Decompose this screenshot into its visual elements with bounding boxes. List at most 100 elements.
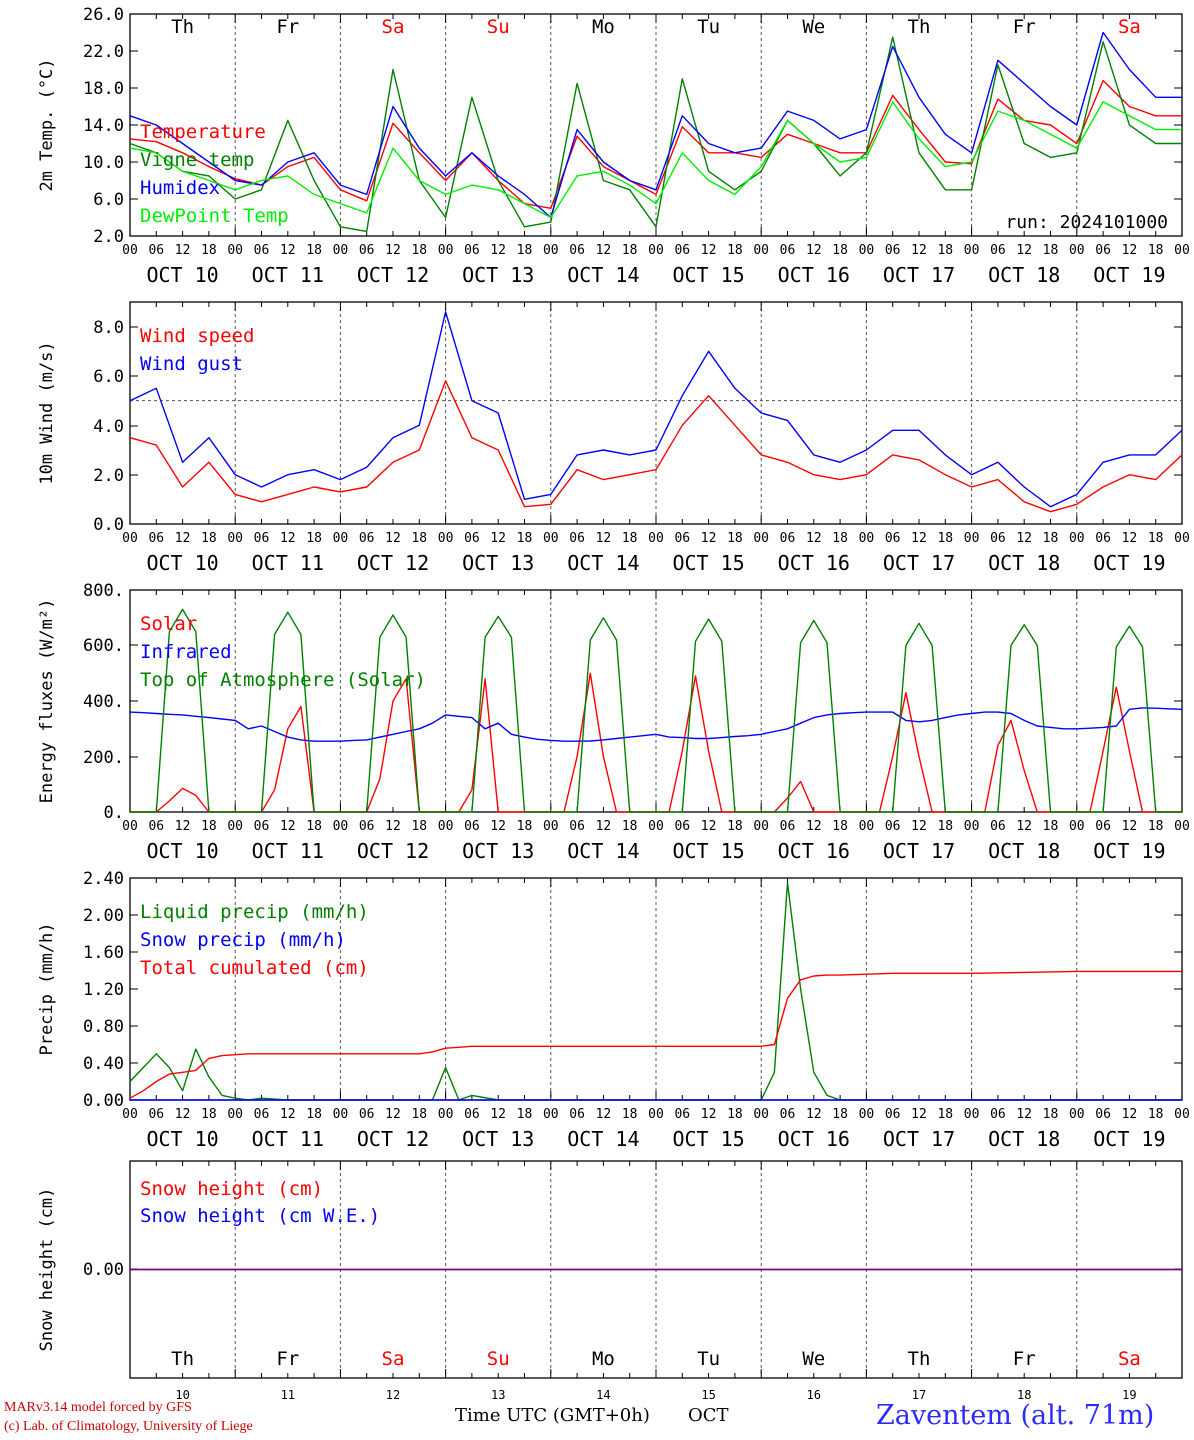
series-infrared [129, 707, 1183, 742]
hour-label: 06 [254, 819, 270, 834]
hour-label: 06 [464, 531, 480, 546]
dow-label: Su [487, 1348, 510, 1370]
day-number: 13 [491, 1388, 505, 1402]
hour-label: 12 [596, 1107, 612, 1122]
hour-label: 06 [254, 531, 270, 546]
hour-label: 06 [990, 819, 1006, 834]
y-tick-label: 18.0 [83, 79, 124, 99]
hour-label: 06 [780, 819, 796, 834]
hour-label: 18 [1148, 819, 1164, 834]
hour-label: 18 [201, 1107, 217, 1122]
y-tick-label: 2.0 [93, 227, 124, 247]
hour-label: 06 [148, 819, 164, 834]
hour-label: 06 [1095, 243, 1111, 258]
legend-entry: Snow height (cm) [140, 1178, 323, 1200]
hour-label: 06 [990, 531, 1006, 546]
hour-label: 00 [333, 1107, 349, 1122]
day-number: 10 [175, 1388, 189, 1402]
run-label: run: 2024101000 [1005, 212, 1168, 233]
series-humidex [129, 31, 1182, 219]
hour-label: 00 [859, 531, 875, 546]
dow-label: Th [908, 1348, 931, 1370]
hour-label: 06 [569, 243, 585, 258]
panel-wind: 8.0 6.0 4.0 2.0 0.0 10m Wind (m/s) Wind speed W… [37, 301, 1190, 575]
day-number: 15 [701, 1388, 715, 1402]
date-label: OCT 15 [672, 263, 744, 287]
hour-label: 00 [859, 1107, 875, 1122]
hour-label: 00 [543, 1107, 559, 1122]
hour-label: 18 [517, 243, 533, 258]
hour-label: 12 [280, 819, 296, 834]
hour-label: 06 [1095, 531, 1111, 546]
hour-label: 12 [806, 243, 822, 258]
y-tick-label: 0.80 [83, 1017, 124, 1037]
hour-label: 06 [674, 1107, 690, 1122]
hour-label: 00 [1174, 243, 1190, 258]
hour-label: 18 [937, 531, 953, 546]
hour-label: 12 [701, 1107, 717, 1122]
date-label: OCT 16 [778, 839, 850, 863]
dow-label: We [802, 16, 825, 38]
hour-label: 00 [227, 1107, 243, 1122]
hour-label: 06 [990, 1107, 1006, 1122]
hour-label: 06 [780, 243, 796, 258]
y-tick-label: 26.0 [83, 5, 124, 25]
y-tick-label: 400. [83, 692, 124, 712]
date-label: OCT 10 [146, 839, 218, 863]
hour-label: 12 [1122, 1107, 1138, 1122]
hour-label: 00 [964, 243, 980, 258]
hour-label: 18 [201, 531, 217, 546]
hour-label: 00 [227, 819, 243, 834]
date-label: OCT 10 [146, 263, 218, 287]
date-label: OCT 13 [462, 551, 534, 575]
hour-label: 12 [175, 243, 191, 258]
y-tick-label: 2.40 [83, 869, 124, 889]
hour-label: 00 [122, 243, 138, 258]
hour-label: 00 [753, 243, 769, 258]
hour-label: 06 [464, 1107, 480, 1122]
date-label: OCT 17 [883, 263, 955, 287]
day-number: 17 [912, 1388, 926, 1402]
hour-label: 18 [306, 819, 322, 834]
hour-label: 06 [885, 531, 901, 546]
hour-label: 06 [990, 243, 1006, 258]
hour-label: 12 [1122, 531, 1138, 546]
y-tick-label: 0. [104, 803, 124, 823]
hour-label: 06 [148, 243, 164, 258]
hour-label: 12 [1016, 819, 1032, 834]
station-label: Zaventem (alt. 71m) [876, 1400, 1155, 1431]
hour-label: 00 [543, 531, 559, 546]
hour-label: 18 [306, 531, 322, 546]
y-tick-label: 10.0 [83, 153, 124, 173]
hour-label: 00 [1069, 531, 1085, 546]
day-number: 14 [596, 1388, 610, 1402]
hour-label: 12 [175, 1107, 191, 1122]
legend-entry: Wind speed [140, 325, 254, 347]
y-tick-label: 2.00 [83, 906, 124, 926]
hour-label: 06 [674, 531, 690, 546]
hour-label: 00 [438, 243, 454, 258]
hour-label: 18 [832, 819, 848, 834]
y-tick-label: 6.0 [93, 190, 124, 210]
date-label: OCT 19 [1093, 551, 1165, 575]
legend-entry: Temperature [140, 121, 266, 143]
day-number: 11 [281, 1388, 295, 1402]
day-number: 16 [807, 1388, 821, 1402]
hour-label: 18 [1148, 531, 1164, 546]
date-label: OCT 13 [462, 263, 534, 287]
hour-label: 18 [1148, 243, 1164, 258]
date-label: OCT 19 [1093, 839, 1165, 863]
hour-label: 18 [622, 819, 638, 834]
hour-label: 06 [1095, 1107, 1111, 1122]
hour-label: 12 [280, 243, 296, 258]
hour-label: 00 [859, 243, 875, 258]
y-tick-label: 200. [83, 748, 124, 768]
dow-label: Mo [592, 16, 615, 38]
panel-snow: 0.00 Snow height (cm) Snow height (cm) Snow… [37, 1160, 1183, 1402]
hour-label: 06 [674, 243, 690, 258]
dow-label: Sa [1118, 16, 1141, 38]
hour-label: 18 [1043, 531, 1059, 546]
dow-label: Tu [697, 1348, 720, 1370]
series-dewpoint-temp [129, 101, 1182, 219]
